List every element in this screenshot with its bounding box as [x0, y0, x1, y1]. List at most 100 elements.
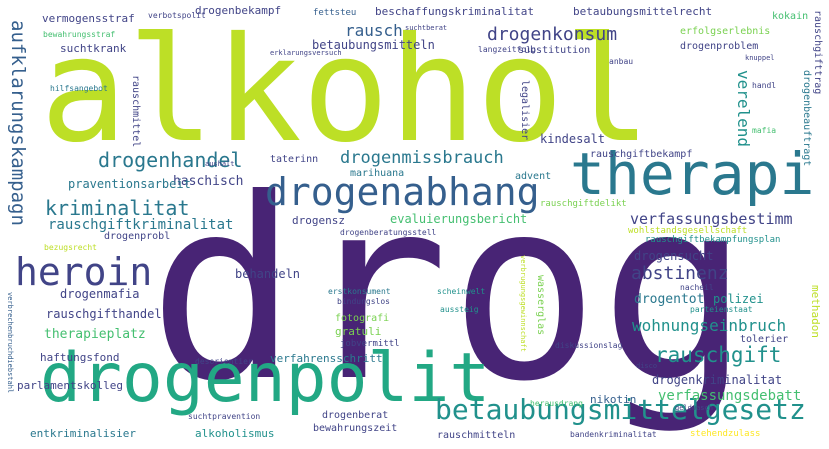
- word: rausch: [345, 21, 403, 40]
- word: rauschmittel: [130, 75, 141, 148]
- word: drogenabhang: [265, 170, 540, 214]
- word: drogenbekampf: [195, 4, 282, 17]
- word: suchtpravention: [188, 412, 261, 421]
- word: marihuana: [350, 168, 405, 179]
- word: haftungsfond: [40, 351, 120, 364]
- word: gratuli: [335, 325, 382, 338]
- word: betaubungsmittelrecht: [573, 5, 713, 18]
- word: drogenbeauftragt: [801, 70, 812, 167]
- word: bandenkriminalitat: [570, 430, 657, 439]
- word: fettsteu: [313, 8, 357, 18]
- word: substitution: [518, 45, 591, 56]
- word: abstinenz: [631, 263, 729, 284]
- word: verfassungsdebatt: [658, 388, 802, 404]
- word: drogensz: [292, 214, 345, 227]
- word: behandeln: [235, 267, 301, 281]
- word: bezugsrecht: [44, 243, 97, 252]
- word: tolerier: [740, 334, 789, 345]
- word: stehendzulass: [690, 429, 761, 439]
- word: jobvermittl: [340, 339, 400, 349]
- word: nacheil: [680, 283, 714, 292]
- word: haschisch: [173, 174, 244, 189]
- word: wasserglas: [535, 275, 546, 336]
- word: legalisier: [519, 80, 530, 141]
- word: fotografi: [335, 313, 390, 324]
- word: drogenberat: [322, 410, 389, 421]
- word: herausdrang: [530, 399, 583, 408]
- word: parlamentskolleg: [17, 379, 123, 392]
- word: advent: [515, 171, 552, 182]
- word: beschaffungskriminalitat: [375, 5, 534, 18]
- word: geldwasch: [675, 404, 713, 412]
- word: alkohol: [40, 6, 652, 175]
- word: wohlstandsgesellschaft: [628, 226, 748, 236]
- word: heroin: [15, 250, 153, 294]
- word: rauschgiftdelikt: [540, 199, 627, 209]
- word: drogenproblem: [680, 41, 759, 52]
- word: rauschgift: [655, 343, 782, 367]
- word: taterinn: [270, 154, 319, 165]
- word: vermogensstraf: [42, 12, 135, 25]
- word: aushalt: [205, 160, 235, 168]
- word: erstkonsument: [328, 287, 391, 296]
- word: nikotin: [590, 393, 637, 406]
- word: verbotspolit: [148, 11, 206, 20]
- word: erfolgserlebnis: [680, 26, 771, 37]
- word: rauschgiftbekampfungsplan: [645, 235, 781, 245]
- word: rauschmitteln: [437, 430, 516, 441]
- word: suchtberat: [405, 24, 448, 32]
- word: langzeitfolg: [478, 45, 536, 54]
- word: disco: [636, 362, 658, 370]
- word: mafia: [752, 126, 777, 135]
- word: betaubungsmitteln: [312, 38, 435, 52]
- word: drogenprobl: [104, 231, 171, 242]
- word: bewahrungsstraf: [43, 30, 116, 39]
- word: kriminalitat: [45, 196, 190, 220]
- word: scheinwelt: [437, 287, 486, 296]
- word: erklarungsversuch: [270, 49, 342, 57]
- word: verelend: [734, 70, 753, 148]
- word: diskussionslag: [555, 341, 623, 350]
- word: praventionsarbeit: [68, 177, 191, 191]
- word: therapieplatz: [44, 327, 146, 342]
- word: drogenmafia: [60, 287, 140, 301]
- word: aufklarungskampagn: [7, 20, 29, 226]
- word: knuppel: [745, 54, 775, 62]
- word: verbrechenbruchdiebstahl: [6, 292, 14, 394]
- word: bewahrungszeit: [313, 423, 398, 434]
- word: rauschgiftkriminalitat: [48, 217, 234, 233]
- word: evaluierungsbericht: [390, 212, 528, 226]
- word: wohnungseinbruch: [632, 316, 787, 335]
- word: verfahrensschritt: [270, 352, 383, 365]
- word: suchtkrank: [60, 42, 127, 55]
- word: alkoholismus: [195, 427, 275, 440]
- word: parteienstaat: [690, 305, 753, 314]
- word: polizei: [713, 292, 764, 306]
- word: desorientier: [195, 357, 253, 366]
- word: drog: [148, 145, 751, 436]
- word: verbrugungsgewinnschaft: [519, 255, 527, 352]
- word: drogentot: [634, 292, 705, 307]
- word: methadon: [809, 285, 822, 338]
- word: drogenpolit: [40, 339, 491, 418]
- word: drogenberatungsstell: [340, 228, 437, 237]
- word: entkriminalisier: [30, 427, 136, 440]
- word: hilfsangebot: [50, 84, 108, 93]
- word: aussteig: [440, 305, 479, 314]
- word: anbau: [609, 57, 634, 66]
- word: rauschgiftbekampf: [590, 149, 693, 160]
- word: kokain: [772, 11, 809, 22]
- word: drogenhandel: [98, 148, 243, 172]
- word: rauschgifttrag: [812, 10, 823, 95]
- word: verfassungsbestimm: [630, 210, 793, 228]
- word: kindesalt: [540, 132, 606, 146]
- word: handl: [752, 81, 777, 90]
- word: drogensucht: [634, 249, 714, 263]
- word: drogenmissbrauch: [340, 148, 504, 168]
- word: bindungslos: [337, 297, 390, 306]
- word: drogenkriminalitat: [652, 373, 783, 387]
- word: therapi: [570, 140, 815, 208]
- word: betaubungsmittelgesetz: [435, 393, 806, 426]
- word: drogenkonsum: [487, 24, 618, 45]
